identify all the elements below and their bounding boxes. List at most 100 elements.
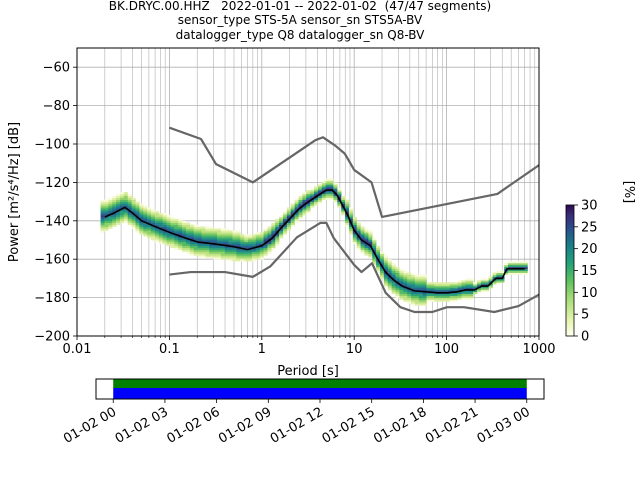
psd-density-cell (255, 243, 260, 247)
psd-density-cell (248, 253, 253, 256)
psd-density-cell (213, 255, 218, 258)
psd-density-cell (372, 243, 377, 247)
psd-density-cell (399, 286, 404, 289)
psd-density-cell (411, 288, 416, 291)
psd-density-cell (185, 224, 191, 227)
psd-density-cell (422, 276, 427, 279)
psd-density-cell (403, 276, 408, 279)
psd-density-cell (119, 211, 125, 214)
psd-density-cell (445, 297, 451, 300)
psd-density-cell (383, 255, 389, 258)
psd-density-cell (379, 272, 385, 275)
psd-density-cell (139, 203, 144, 206)
psd-density-cell (294, 199, 299, 202)
psd-density-cell (143, 211, 148, 214)
psd-density-cell (154, 222, 160, 225)
psd-density-cell (519, 272, 524, 275)
psd-density-cell (100, 211, 105, 214)
psd-density-cell (298, 216, 303, 220)
psd-density-cell (112, 207, 117, 210)
psd-density-cell (399, 280, 404, 283)
psd-density-cell (232, 238, 237, 241)
psd-density-cell (131, 220, 136, 224)
psd-density-cell (403, 293, 408, 296)
psd-density-cell (174, 243, 179, 247)
psd-density-cell (248, 236, 253, 239)
psd-density-cell (329, 186, 334, 189)
psd-density-cell (116, 211, 121, 214)
psd-density-cell (224, 251, 229, 254)
psd-density-cell (139, 222, 144, 225)
psd-density-cell (228, 259, 233, 262)
psd-density-cell (189, 249, 195, 252)
psd-density-cell (170, 245, 175, 248)
psd-density-cell (185, 249, 191, 252)
psd-density-cell (151, 234, 156, 237)
psd-density-cell (127, 195, 132, 199)
psd-density-cell (348, 218, 354, 222)
psd-density-cell (500, 272, 505, 275)
psd-density-cell (279, 234, 284, 237)
psd-density-cell (119, 220, 125, 224)
psd-density-cell (275, 218, 280, 222)
psd-density-cell (411, 278, 416, 281)
psd-density-cell (391, 280, 396, 283)
psd-density-cell (240, 255, 245, 258)
psd-density-cell (314, 190, 319, 193)
psd-density-cell (170, 224, 175, 227)
psd-density-cell (259, 255, 264, 258)
psd-density-cell (267, 247, 272, 250)
psd-density-cell (236, 255, 241, 258)
psd-density-cell (504, 263, 509, 266)
psd-density-cell (119, 216, 125, 220)
psd-density-cell (174, 220, 179, 224)
psd-density-cell (298, 209, 303, 212)
psd-density-cell (193, 249, 198, 252)
psd-density-cell (193, 230, 198, 233)
psd-density-cell (372, 257, 377, 260)
psd-density-cell (131, 215, 136, 218)
psd-density-cell (492, 276, 497, 279)
psd-density-cell (500, 270, 505, 273)
psd-density-cell (127, 216, 132, 220)
psd-density-cell (104, 216, 109, 220)
psd-density-cell (123, 218, 129, 222)
psd-density-cell (275, 243, 280, 247)
psd-density-cell (112, 195, 117, 199)
psd-density-cell (166, 215, 171, 218)
psd-density-cell (251, 257, 257, 260)
psd-density-cell (306, 203, 311, 206)
psd-density-cell (178, 247, 183, 250)
psd-density-cell (403, 274, 408, 277)
psd-density-cell (189, 240, 195, 243)
psd-density-cell (469, 282, 474, 285)
psd-density-cell (302, 213, 307, 216)
psd-density-cell (453, 286, 458, 289)
psd-density-cell (232, 232, 237, 235)
psd-density-cell (515, 261, 520, 264)
psd-density-cell (422, 293, 427, 296)
timeline-tick-label: 01-02 09 (216, 405, 274, 447)
psd-density-cell (364, 243, 369, 247)
psd-density-cell (519, 264, 524, 268)
psd-density-cell (426, 297, 431, 300)
psd-density-cell (411, 274, 416, 277)
psd-density-cell (411, 291, 416, 295)
psd-density-cell (248, 259, 253, 262)
psd-density-cell (438, 289, 443, 293)
psd-density-cell (123, 211, 129, 214)
psd-density-cell (290, 213, 295, 216)
colorbar (565, 204, 575, 337)
psd-density-cell (364, 253, 369, 256)
psd-density-cell (240, 245, 245, 248)
x-tick-label: 10 (346, 342, 363, 357)
psd-density-cell (480, 278, 486, 281)
psd-density-cell (143, 230, 148, 233)
psd-density-cell (116, 201, 121, 204)
psd-density-cell (174, 222, 179, 225)
psd-density-cell (488, 280, 493, 283)
psd-density-cell (407, 299, 412, 302)
psd-density-cell (457, 291, 462, 295)
psd-density-cell (465, 297, 470, 300)
psd-density-cell (341, 209, 346, 212)
